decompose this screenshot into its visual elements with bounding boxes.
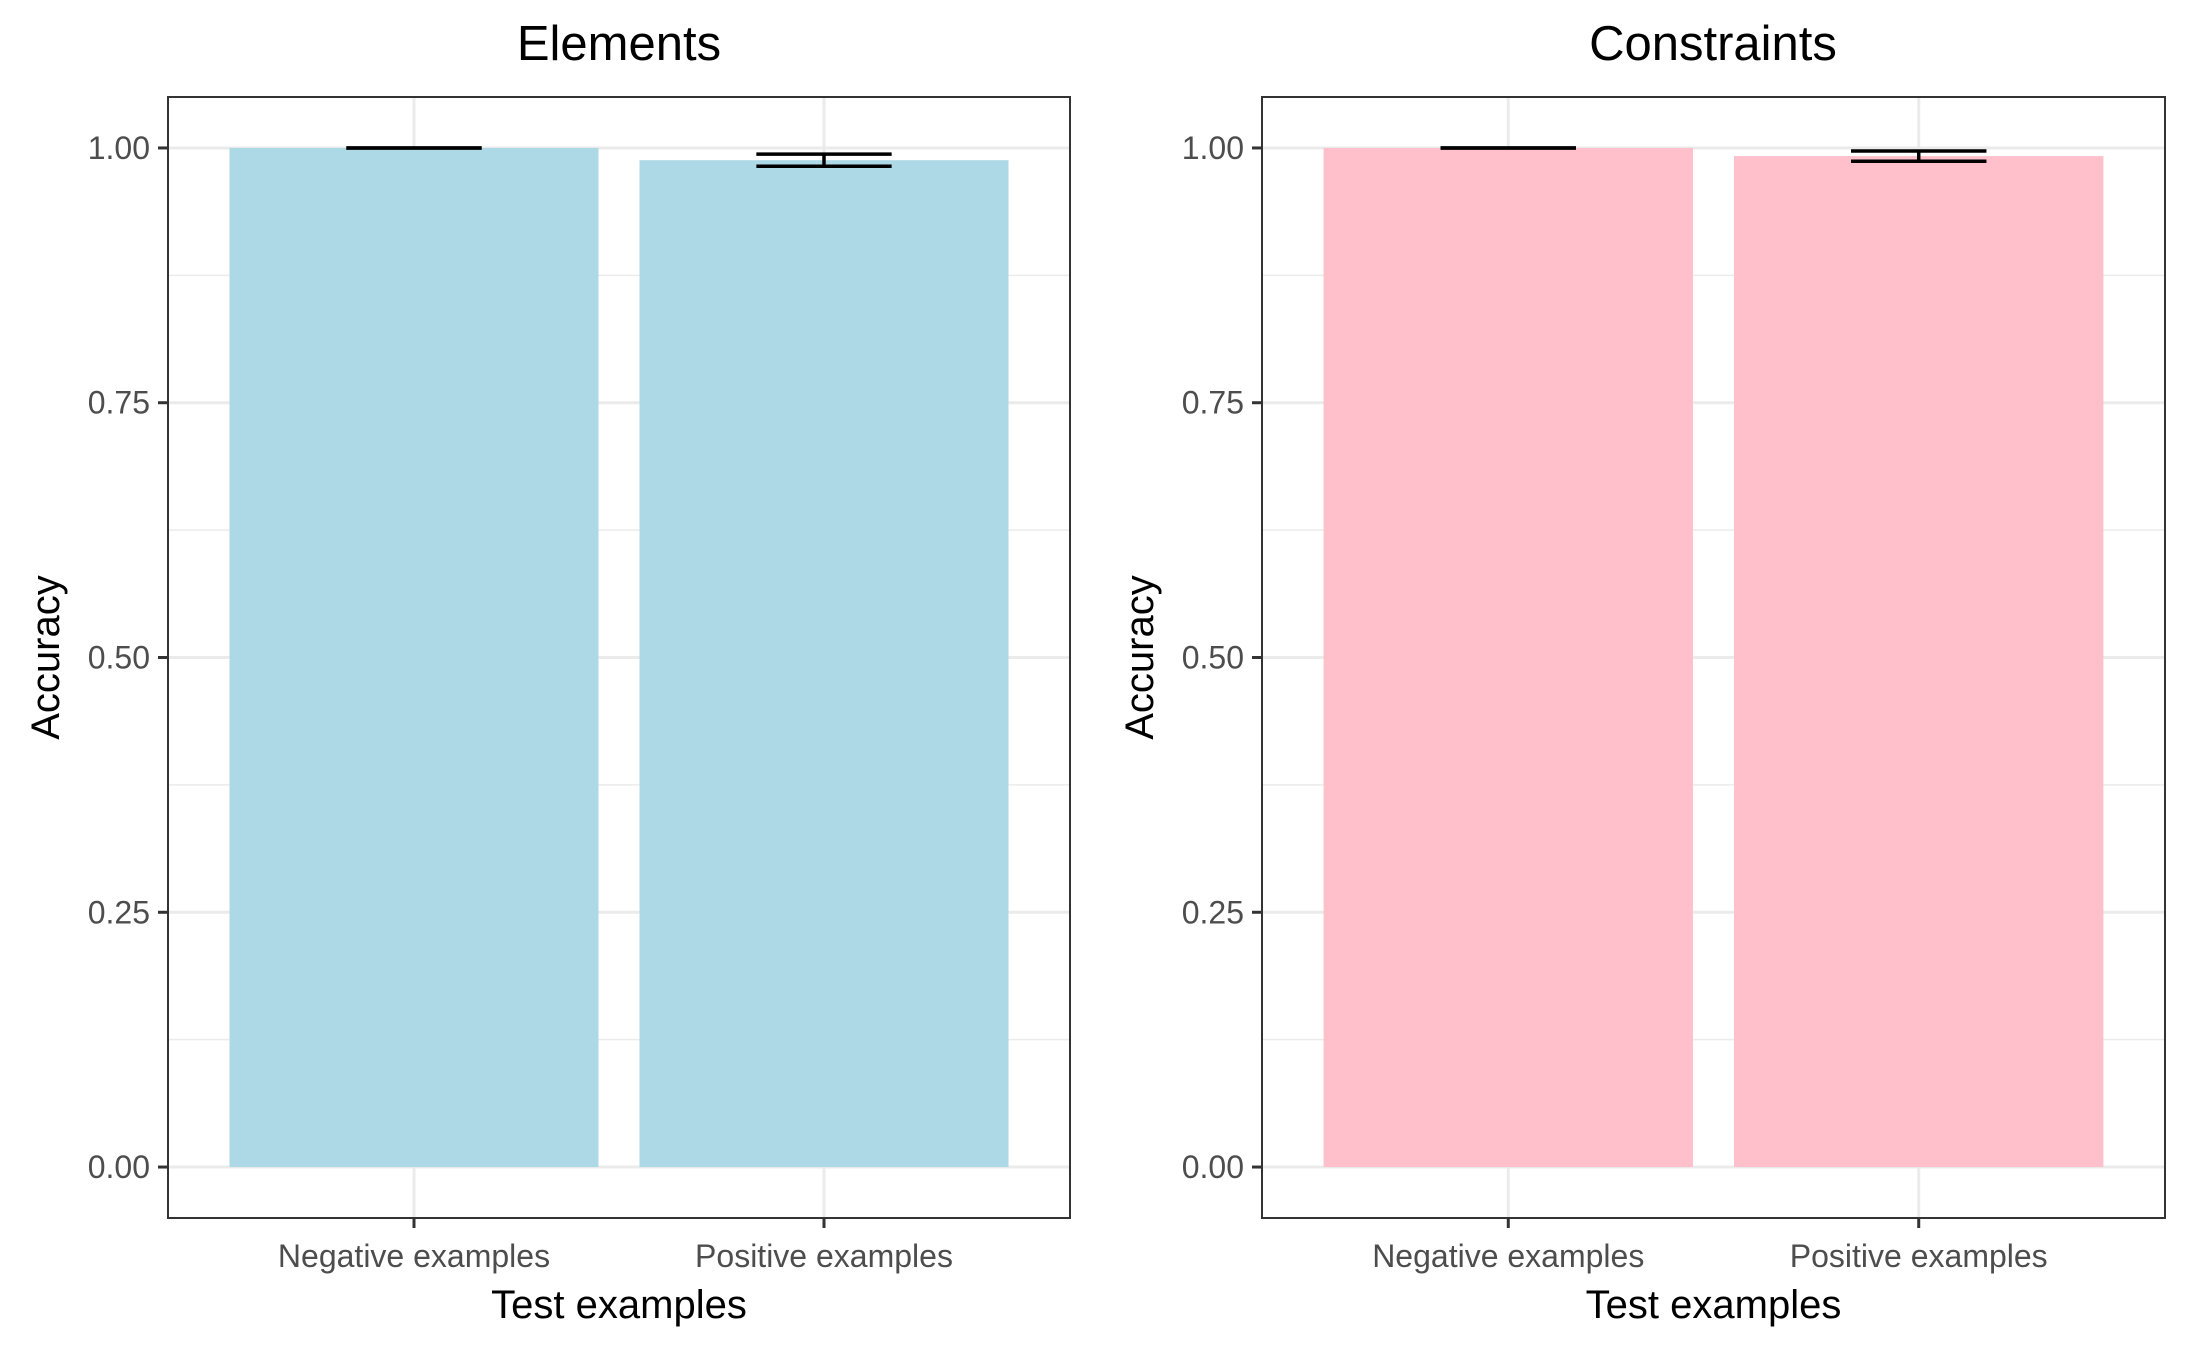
bar-positive	[639, 160, 1009, 1168]
y-tick-label: 0.00	[1182, 1149, 1244, 1185]
x-tick-label: Negative examples	[278, 1238, 550, 1274]
y-axis-title: Accuracy	[24, 575, 68, 740]
x-tick-label: Positive examples	[1790, 1238, 2048, 1274]
y-tick-label: 0.00	[88, 1149, 150, 1185]
y-tick-label: 0.75	[88, 385, 150, 421]
error-bar	[1851, 149, 1987, 163]
y-tick-label: 0.50	[88, 640, 150, 676]
y-tick-label: 1.00	[88, 130, 150, 166]
x-tick-label: Negative examples	[1372, 1238, 1644, 1274]
x-tick-label: Positive examples	[695, 1238, 953, 1274]
panel-title: Constraints	[1589, 17, 1837, 71]
error-bar	[756, 152, 892, 169]
y-tick-label: 0.50	[1182, 640, 1244, 676]
y-axis-title: Accuracy	[1118, 575, 1162, 740]
y-tick-label: 0.75	[1182, 385, 1244, 421]
bar-negative	[1323, 147, 1693, 1168]
bar-negative	[229, 147, 599, 1168]
y-tick-label: 0.25	[1182, 894, 1244, 930]
x-axis-title: Test examples	[1586, 1283, 1842, 1327]
y-tick-label: 1.00	[1182, 130, 1244, 166]
panel-title: Elements	[517, 17, 721, 71]
x-axis-title: Test examples	[491, 1283, 747, 1327]
bar-positive	[1734, 156, 2104, 1168]
panel-constraints: 0.00 0.25 0.50 0.75 1.00 Negative examples Pos…	[1118, 17, 2166, 1327]
panel-elements: 0.00 0.25 0.50 0.75 1.00 Negative examples Pos…	[24, 17, 1071, 1327]
y-tick-label: 0.25	[88, 894, 150, 930]
